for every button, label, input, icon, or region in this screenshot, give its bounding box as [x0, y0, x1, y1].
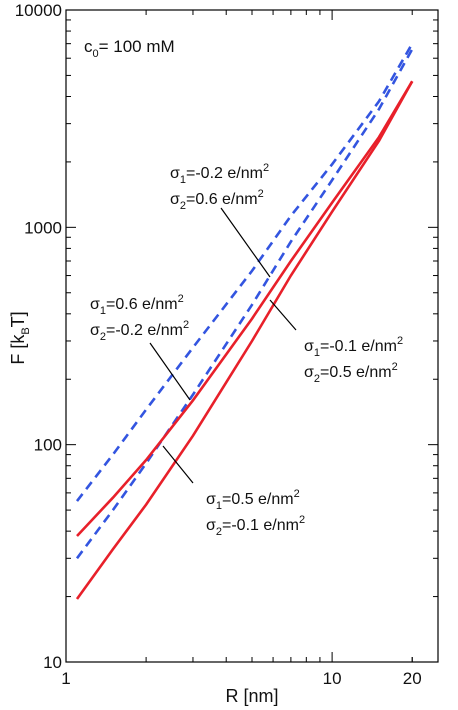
y-tick-label: 10000 — [15, 1, 62, 20]
anno-1-line2: σ2=0.6 e/nm2 — [170, 188, 264, 212]
y-axis-title: F [kBT] — [8, 311, 32, 364]
x-tick-label: 20 — [403, 669, 422, 688]
y-tick-label: 10 — [43, 653, 62, 672]
x-tick-label: 10 — [323, 669, 342, 688]
series-line-red-lower — [75, 80, 414, 600]
annotation-leader — [162, 445, 194, 484]
annotation-leader — [149, 342, 191, 401]
ticks — [65, 10, 438, 663]
y-tick-label: 100 — [34, 436, 62, 455]
y-tick-label: 1000 — [24, 218, 62, 237]
annotation-leader — [220, 207, 271, 278]
anno-2-line1: σ1=0.6 e/nm2 — [90, 293, 184, 317]
anno-3-line1: σ1=-0.1 e/nm2 — [304, 335, 403, 359]
series-group — [75, 43, 414, 600]
anno-4-line2: σ2=-0.1 e/nm2 — [206, 514, 305, 538]
annotation-leader — [269, 299, 297, 331]
x-axis-title: R [nm] — [225, 686, 278, 706]
anno-1-line1: σ1=-0.2 e/nm2 — [170, 162, 269, 186]
series-line-red-upper — [76, 80, 414, 537]
anno-3-line2: σ2=0.5 e/nm2 — [304, 361, 398, 385]
anno-2-line2: σ2=-0.2 e/nm2 — [90, 319, 189, 343]
anno-4-line1: σ1=0.5 e/nm2 — [206, 488, 300, 512]
series-line-blue-upper — [75, 43, 414, 502]
annotation-leaders — [149, 207, 297, 484]
condition-label: c0= 100 mM — [84, 37, 175, 60]
x-tick-label: 1 — [61, 669, 70, 688]
series-line-blue-lower — [75, 48, 414, 560]
